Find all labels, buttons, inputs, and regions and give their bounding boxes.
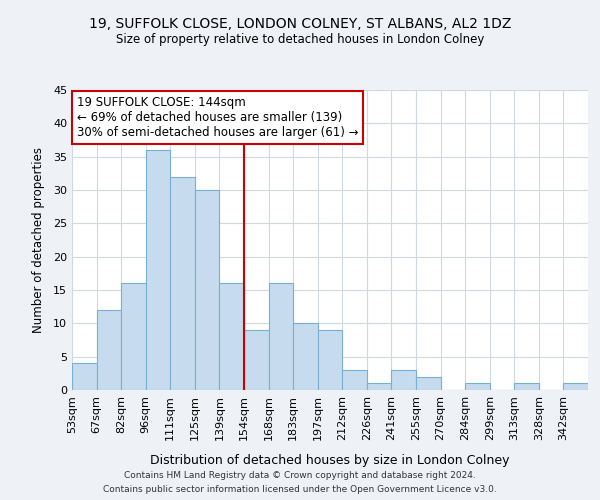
Bar bbox=[170, 176, 195, 390]
Bar bbox=[465, 384, 490, 390]
Text: Contains public sector information licensed under the Open Government Licence v3: Contains public sector information licen… bbox=[103, 484, 497, 494]
Bar bbox=[97, 310, 121, 390]
Bar bbox=[514, 384, 539, 390]
Bar bbox=[146, 150, 170, 390]
Bar bbox=[293, 324, 318, 390]
Bar bbox=[367, 384, 391, 390]
Bar bbox=[563, 384, 588, 390]
Bar bbox=[416, 376, 440, 390]
Text: 19, SUFFOLK CLOSE, LONDON COLNEY, ST ALBANS, AL2 1DZ: 19, SUFFOLK CLOSE, LONDON COLNEY, ST ALB… bbox=[89, 18, 511, 32]
Bar bbox=[195, 190, 220, 390]
X-axis label: Distribution of detached houses by size in London Colney: Distribution of detached houses by size … bbox=[150, 454, 510, 467]
Y-axis label: Number of detached properties: Number of detached properties bbox=[32, 147, 44, 333]
Bar bbox=[72, 364, 97, 390]
Text: Contains HM Land Registry data © Crown copyright and database right 2024.: Contains HM Land Registry data © Crown c… bbox=[124, 472, 476, 480]
Bar bbox=[342, 370, 367, 390]
Bar bbox=[220, 284, 244, 390]
Bar bbox=[269, 284, 293, 390]
Text: 19 SUFFOLK CLOSE: 144sqm
← 69% of detached houses are smaller (139)
30% of semi-: 19 SUFFOLK CLOSE: 144sqm ← 69% of detach… bbox=[77, 96, 359, 139]
Bar bbox=[121, 284, 146, 390]
Bar bbox=[391, 370, 416, 390]
Bar bbox=[318, 330, 342, 390]
Bar bbox=[244, 330, 269, 390]
Text: Size of property relative to detached houses in London Colney: Size of property relative to detached ho… bbox=[116, 32, 484, 46]
